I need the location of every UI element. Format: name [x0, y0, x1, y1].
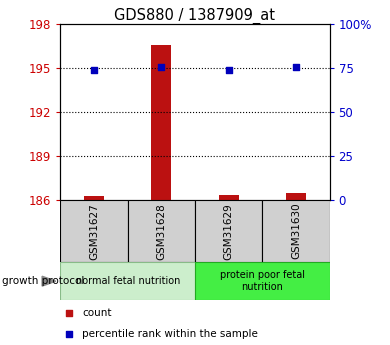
Point	[91, 67, 97, 73]
Text: protein poor fetal
nutrition: protein poor fetal nutrition	[220, 270, 305, 292]
Text: GSM31630: GSM31630	[291, 203, 301, 259]
Polygon shape	[42, 276, 56, 286]
Bar	[195, 200, 262, 262]
Text: growth protocol: growth protocol	[2, 276, 84, 286]
Bar	[286, 193, 306, 200]
Point	[66, 331, 72, 337]
Text: GSM31628: GSM31628	[156, 203, 167, 259]
Bar	[84, 196, 104, 200]
Bar	[262, 200, 330, 262]
Point	[225, 67, 232, 73]
Text: GSM31627: GSM31627	[89, 203, 99, 259]
Bar	[128, 200, 195, 262]
Bar	[195, 262, 330, 300]
Bar	[218, 195, 239, 200]
Text: normal fetal nutrition: normal fetal nutrition	[76, 276, 180, 286]
Text: count: count	[82, 308, 112, 318]
Bar	[60, 262, 195, 300]
Bar	[60, 200, 128, 262]
Point	[158, 65, 165, 70]
Text: percentile rank within the sample: percentile rank within the sample	[82, 329, 258, 339]
Point	[293, 65, 299, 70]
Title: GDS880 / 1387909_at: GDS880 / 1387909_at	[115, 8, 275, 24]
Point	[66, 310, 72, 315]
Bar	[151, 45, 172, 200]
Text: GSM31629: GSM31629	[223, 203, 234, 259]
